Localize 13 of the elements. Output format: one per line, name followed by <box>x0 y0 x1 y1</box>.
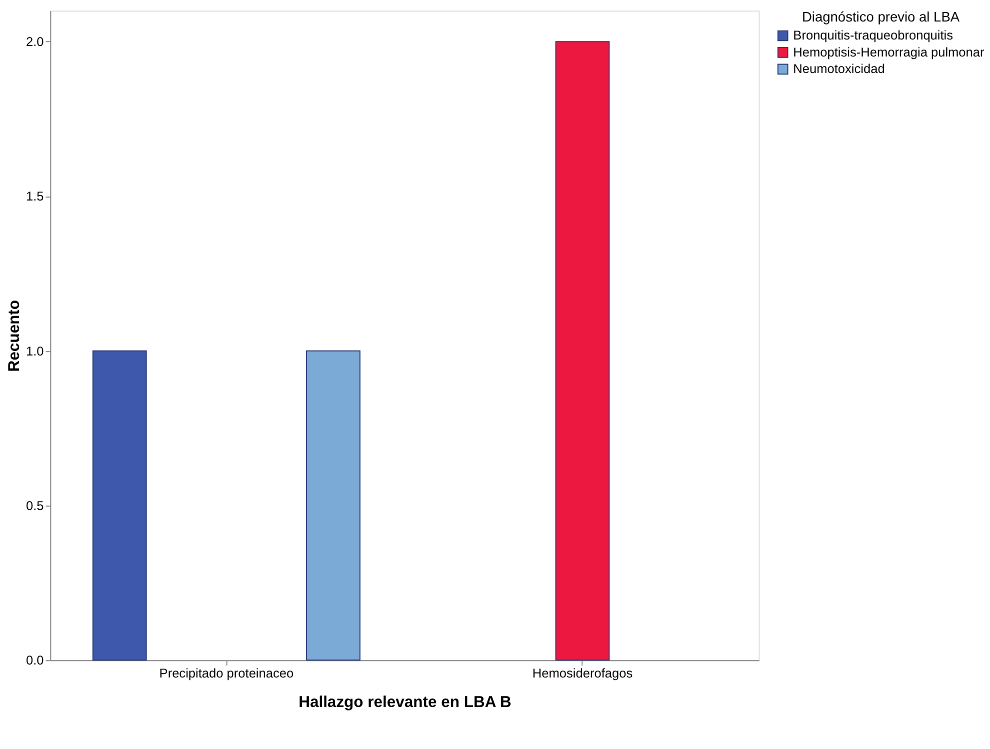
legend-label: Neumotoxicidad <box>793 61 885 76</box>
x-tick-label: Hemosiderofagos <box>532 665 633 680</box>
y-tick-label: 0.5 <box>26 498 44 513</box>
y-tick-label: 1.0 <box>26 343 44 358</box>
x-axis-title: Hallazgo relevante en LBA B <box>298 694 512 711</box>
y-tick-label: 2.0 <box>26 34 44 50</box>
legend-label: Bronquitis-traqueobronquitis <box>793 28 954 43</box>
legend-label: Hemoptisis-Hemorragia pulmonar <box>793 44 985 60</box>
y-tick-label: 0.0 <box>26 652 44 668</box>
legend-title: Diagnóstico previo al LBA <box>802 9 960 24</box>
x-tick-label: Precipitado proteinaceo <box>159 665 294 680</box>
y-axis-title: Recuento <box>6 300 24 372</box>
y-tick-label: 1.5 <box>26 188 44 204</box>
